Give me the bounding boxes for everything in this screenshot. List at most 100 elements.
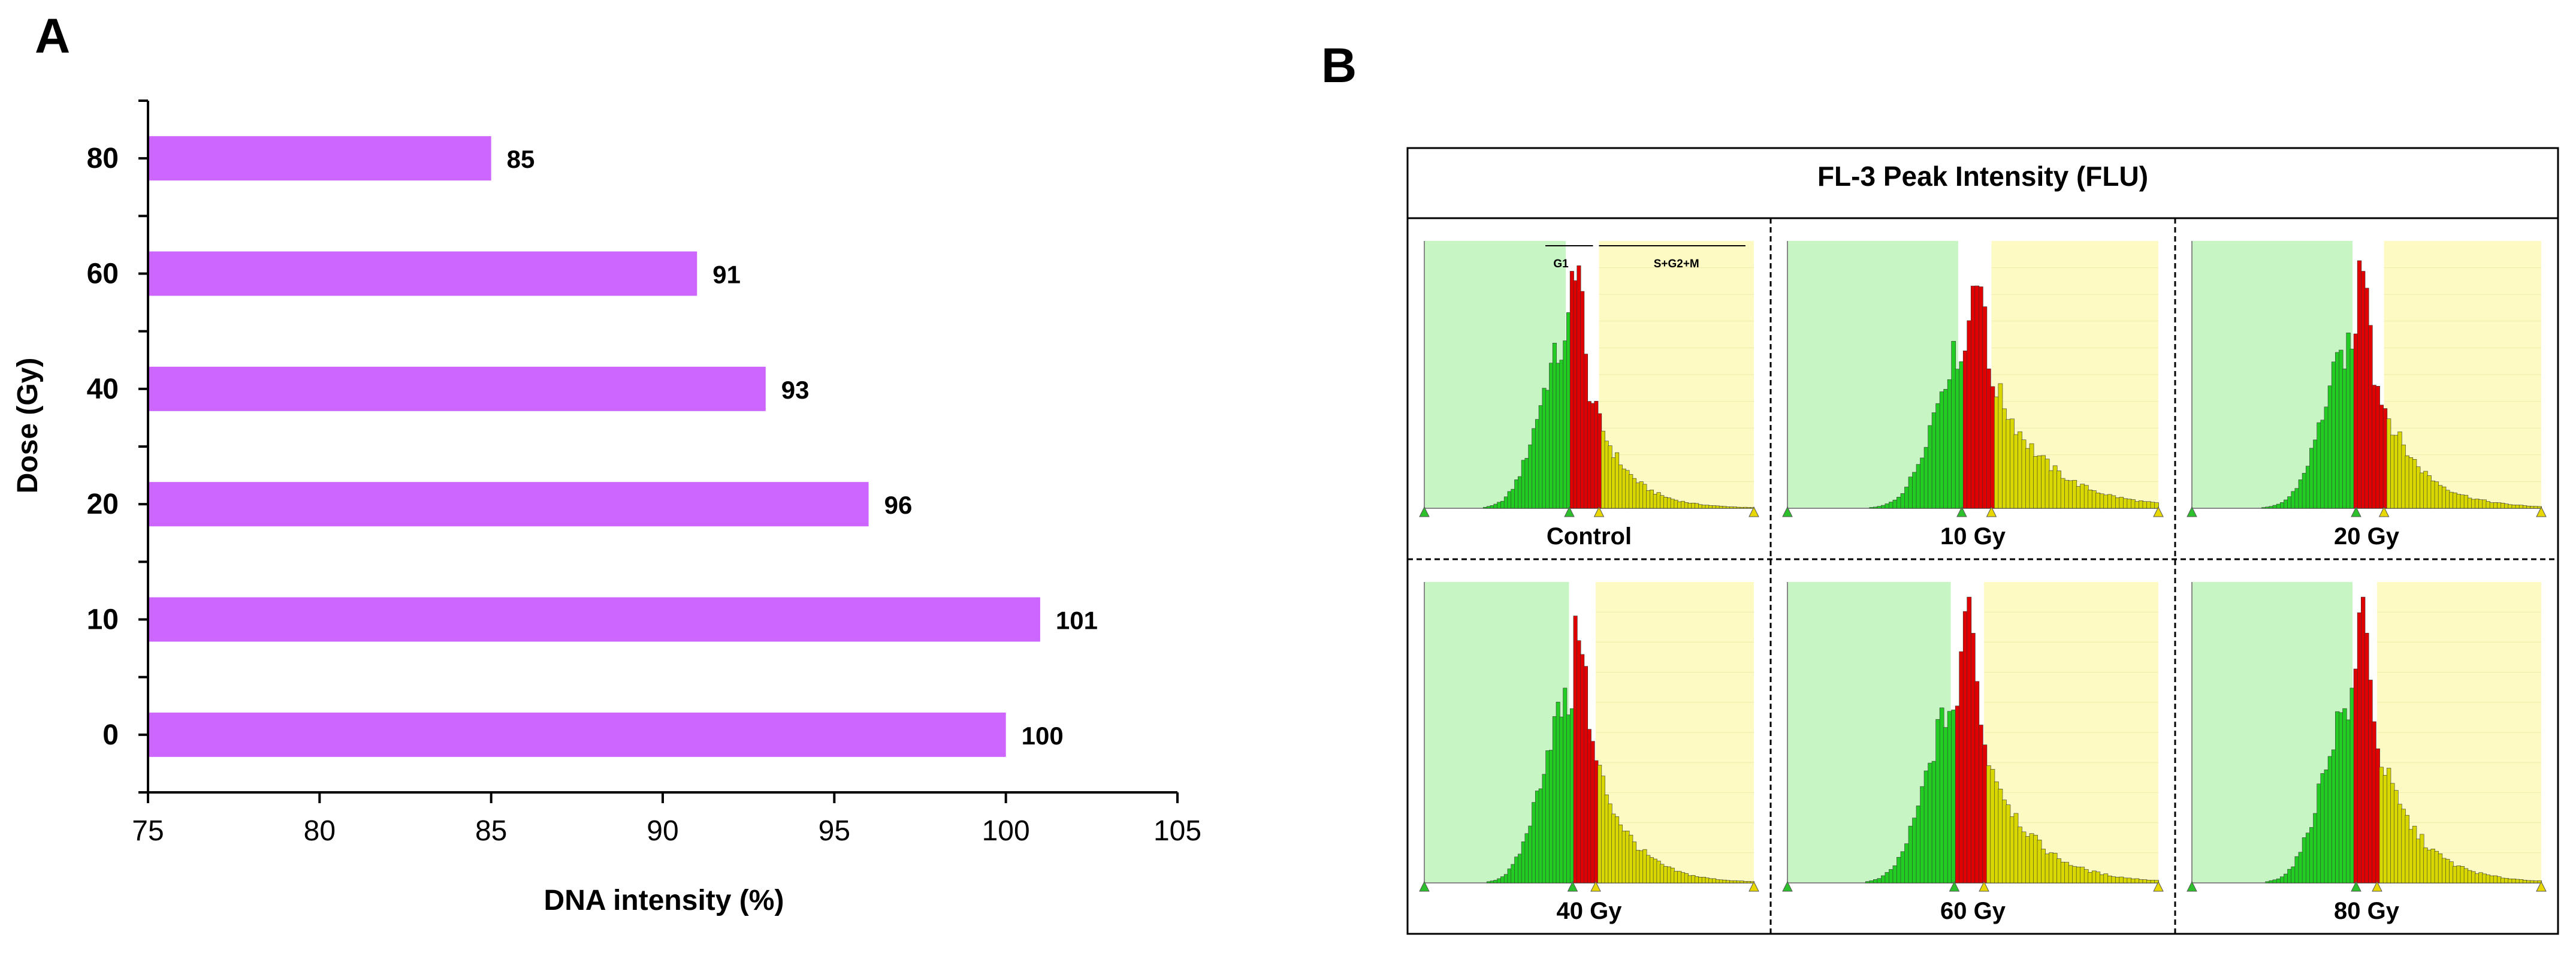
- histogram-bin: [2434, 481, 2439, 509]
- gate-marker: [2351, 880, 2361, 892]
- histogram-bin: [1896, 857, 1901, 883]
- histogram-bin: [2523, 880, 2527, 883]
- histogram-bin: [1486, 881, 1491, 883]
- histogram-bin: [2320, 773, 2325, 883]
- histogram-bin: [2523, 505, 2527, 509]
- histogram-bin: [1524, 833, 1529, 883]
- histogram-bin: [1740, 506, 1744, 509]
- histogram-bin: [1865, 881, 1870, 883]
- histogram-bin: [2456, 494, 2461, 509]
- histogram-bin: [1691, 875, 1696, 883]
- histogram-bin: [2298, 480, 2303, 509]
- histogram-bin: [1912, 472, 1917, 509]
- histogram-bin: [2320, 420, 2325, 509]
- histogram-bin: [1681, 872, 1686, 883]
- histogram-bin: [1978, 725, 1983, 883]
- histogram-bin: [1982, 306, 1988, 509]
- gate-marker: [2153, 880, 2164, 892]
- y-tick-label: 60: [87, 258, 119, 290]
- histogram-bin: [1896, 497, 1901, 509]
- histogram-bin: [1990, 386, 1995, 509]
- histogram-bin: [2013, 813, 2019, 883]
- histogram-cell-3: 20 Gy: [2187, 241, 2547, 550]
- histogram-bin: [2276, 503, 2281, 509]
- histogram-bin: [2423, 471, 2428, 509]
- histogram-bin: [2478, 499, 2483, 509]
- histogram-bin: [1604, 441, 1609, 509]
- histogram-bin: [1660, 495, 1665, 509]
- histogram-bin: [2405, 815, 2409, 883]
- histogram-bin: [2269, 880, 2273, 883]
- histogram-bin: [2397, 432, 2402, 509]
- panel-b-title: FL-3 Peak Intensity (FLU): [1817, 161, 2148, 192]
- histogram-bin: [1729, 506, 1734, 509]
- histogram-bin: [1587, 401, 1591, 509]
- histogram-bin: [1503, 874, 1508, 883]
- histogram-bin: [1569, 271, 1574, 509]
- histogram-bin: [1580, 654, 1585, 883]
- histogram-bin: [1908, 477, 1913, 509]
- histogram-bin: [2139, 879, 2143, 883]
- histogram-bin: [2324, 769, 2329, 883]
- histogram-bin: [2287, 496, 2292, 509]
- histogram-bin: [2500, 877, 2505, 883]
- histogram-bin: [2305, 833, 2311, 883]
- histogram-bin: [2142, 879, 2148, 883]
- histogram-bin: [1931, 761, 1937, 883]
- histogram-bin: [1892, 499, 1898, 509]
- histogram-bin: [1618, 824, 1623, 883]
- histogram-bin: [2353, 668, 2358, 883]
- gate-marker: [1782, 880, 1793, 892]
- histogram-cell-2: 10 Gy: [1782, 241, 2164, 550]
- histogram-bin: [1490, 880, 1494, 883]
- histogram-bin: [2115, 497, 2120, 509]
- histogram-bin: [1500, 876, 1505, 883]
- y-tick-label: 80: [87, 143, 119, 174]
- histogram-bin: [2442, 858, 2447, 883]
- histogram-bin: [2342, 708, 2347, 883]
- histogram-bin: [2033, 834, 2038, 883]
- gate-marker: [2378, 506, 2390, 517]
- histogram-bin: [2427, 849, 2432, 883]
- bar-0-gy: [149, 712, 1006, 757]
- histogram-bin: [2131, 499, 2136, 509]
- histogram-bin: [1881, 875, 1886, 883]
- histogram-bin: [2294, 488, 2299, 509]
- histogram-bin: [2453, 492, 2457, 509]
- histogram-bin: [2018, 431, 2022, 509]
- data-label: 91: [712, 261, 741, 289]
- histogram-bin: [1885, 503, 1890, 509]
- histogram-bin: [1528, 825, 1533, 883]
- histogram-bin: [1687, 875, 1692, 883]
- histogram-bin: [2482, 499, 2487, 509]
- histogram-bin: [2099, 493, 2104, 509]
- y-tick-label: 40: [87, 373, 119, 405]
- panel-a-bar-chart: 75 80 85 90 95 100 105 0 100 10 101 20 96 40 93 60 91 80 8…: [12, 99, 1201, 916]
- histogram-bin: [1873, 506, 1878, 509]
- histogram-bin: [1923, 447, 1929, 509]
- histogram-bin: [2103, 873, 2109, 883]
- histogram-bin: [2364, 288, 2369, 509]
- bar-80-gy: [149, 136, 491, 181]
- histogram-bin: [2123, 877, 2128, 883]
- histogram-bin: [2302, 473, 2307, 509]
- histogram-bin: [1556, 363, 1560, 509]
- histogram-bin: [2068, 480, 2073, 509]
- gate-marker: [1593, 506, 1605, 517]
- histogram-bin: [1955, 705, 1960, 883]
- histogram-bin: [2111, 876, 2116, 883]
- histogram-bin: [2013, 434, 2019, 509]
- histogram-bin: [2284, 499, 2288, 509]
- histogram-bin: [1549, 750, 1554, 883]
- histogram-bin: [2331, 749, 2336, 883]
- histogram-bin: [1646, 490, 1651, 509]
- bar-10-gy: [149, 597, 1040, 642]
- histogram-bin: [2095, 871, 2101, 883]
- histogram-bin: [2018, 827, 2022, 883]
- histogram-bin: [2088, 872, 2093, 883]
- histogram-bin: [2511, 879, 2516, 883]
- histogram-bin: [2504, 877, 2509, 883]
- histogram-bin: [1935, 403, 1941, 509]
- histogram-bin: [2324, 406, 2329, 509]
- histogram-bin: [1497, 502, 1502, 509]
